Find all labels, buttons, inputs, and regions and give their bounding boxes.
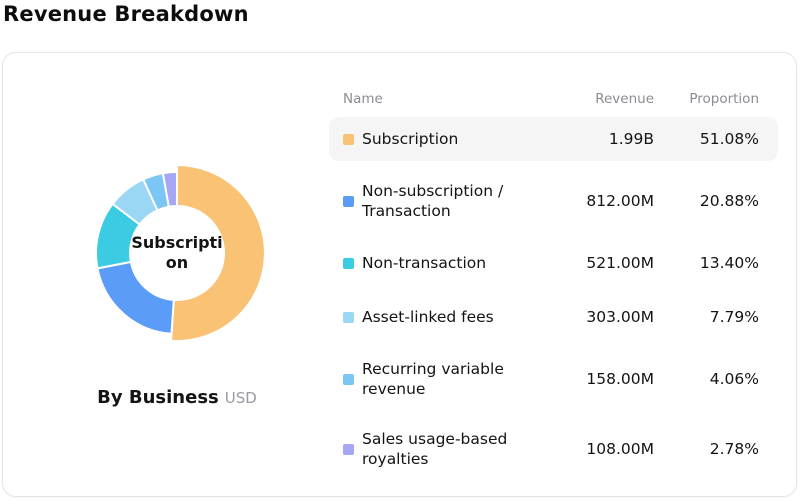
series-color-swatch — [343, 373, 354, 385]
chart-footer-title: By Business — [97, 387, 219, 408]
header-proportion: Proportion — [689, 91, 759, 107]
series-proportion: 2.78% — [709, 440, 759, 458]
series-color-swatch — [343, 195, 354, 207]
table-row[interactable]: Non-subscription / Transaction 812.00M 2… — [329, 171, 778, 231]
series-name: Non-transaction — [362, 254, 487, 272]
table-row[interactable]: Asset-linked fees 303.00M 7.79% — [329, 295, 778, 339]
series-name: Subscription — [362, 130, 459, 148]
series-color-swatch — [343, 257, 354, 269]
chart-footer-unit: USD — [224, 389, 257, 407]
revenue-table: Name Revenue Proportion Subscription 1.9… — [329, 83, 778, 489]
table-row[interactable]: Subscription 1.99B 51.08% — [329, 117, 778, 161]
series-name: Recurring variable revenue — [362, 360, 504, 398]
table-row[interactable]: Recurring variable revenue 158.00M 4.06% — [329, 349, 778, 409]
series-proportion: 13.40% — [699, 254, 759, 272]
series-name: Non-subscription / Transaction — [362, 182, 504, 220]
table-header-row: Name Revenue Proportion — [329, 87, 778, 111]
series-proportion: 4.06% — [709, 370, 759, 388]
page-title: Revenue Breakdown — [3, 2, 249, 26]
series-revenue: 108.00M — [586, 440, 654, 458]
series-revenue: 1.99B — [608, 130, 654, 148]
series-revenue: 812.00M — [586, 192, 654, 210]
series-color-swatch — [343, 443, 354, 455]
revenue-breakdown-card: Subscripti on By Business USD Name Revenu… — [2, 52, 797, 497]
donut-chart: Subscripti on — [67, 143, 287, 363]
donut-slice[interactable] — [170, 164, 266, 342]
series-name: Asset-linked fees — [362, 308, 494, 326]
table-row[interactable]: Sales usage-based royalties 108.00M 2.78… — [329, 419, 778, 479]
donut-slice[interactable] — [96, 260, 175, 335]
chart-footer: By Business USD — [27, 387, 327, 408]
donut-slice[interactable] — [161, 170, 178, 208]
header-revenue: Revenue — [595, 91, 654, 107]
table-body: Subscription 1.99B 51.08% Non-subscripti… — [329, 117, 778, 479]
series-color-swatch — [343, 133, 354, 145]
series-color-swatch — [343, 311, 354, 323]
series-revenue: 158.00M — [586, 370, 654, 388]
series-proportion: 20.88% — [699, 192, 759, 210]
series-revenue: 521.00M — [586, 254, 654, 272]
series-proportion: 7.79% — [709, 308, 759, 326]
donut-svg — [95, 164, 266, 342]
series-proportion: 51.08% — [699, 130, 759, 148]
header-name: Name — [343, 91, 383, 107]
series-revenue: 303.00M — [586, 308, 654, 326]
series-name: Sales usage-based royalties — [362, 430, 508, 468]
table-row[interactable]: Non-transaction 521.00M 13.40% — [329, 241, 778, 285]
